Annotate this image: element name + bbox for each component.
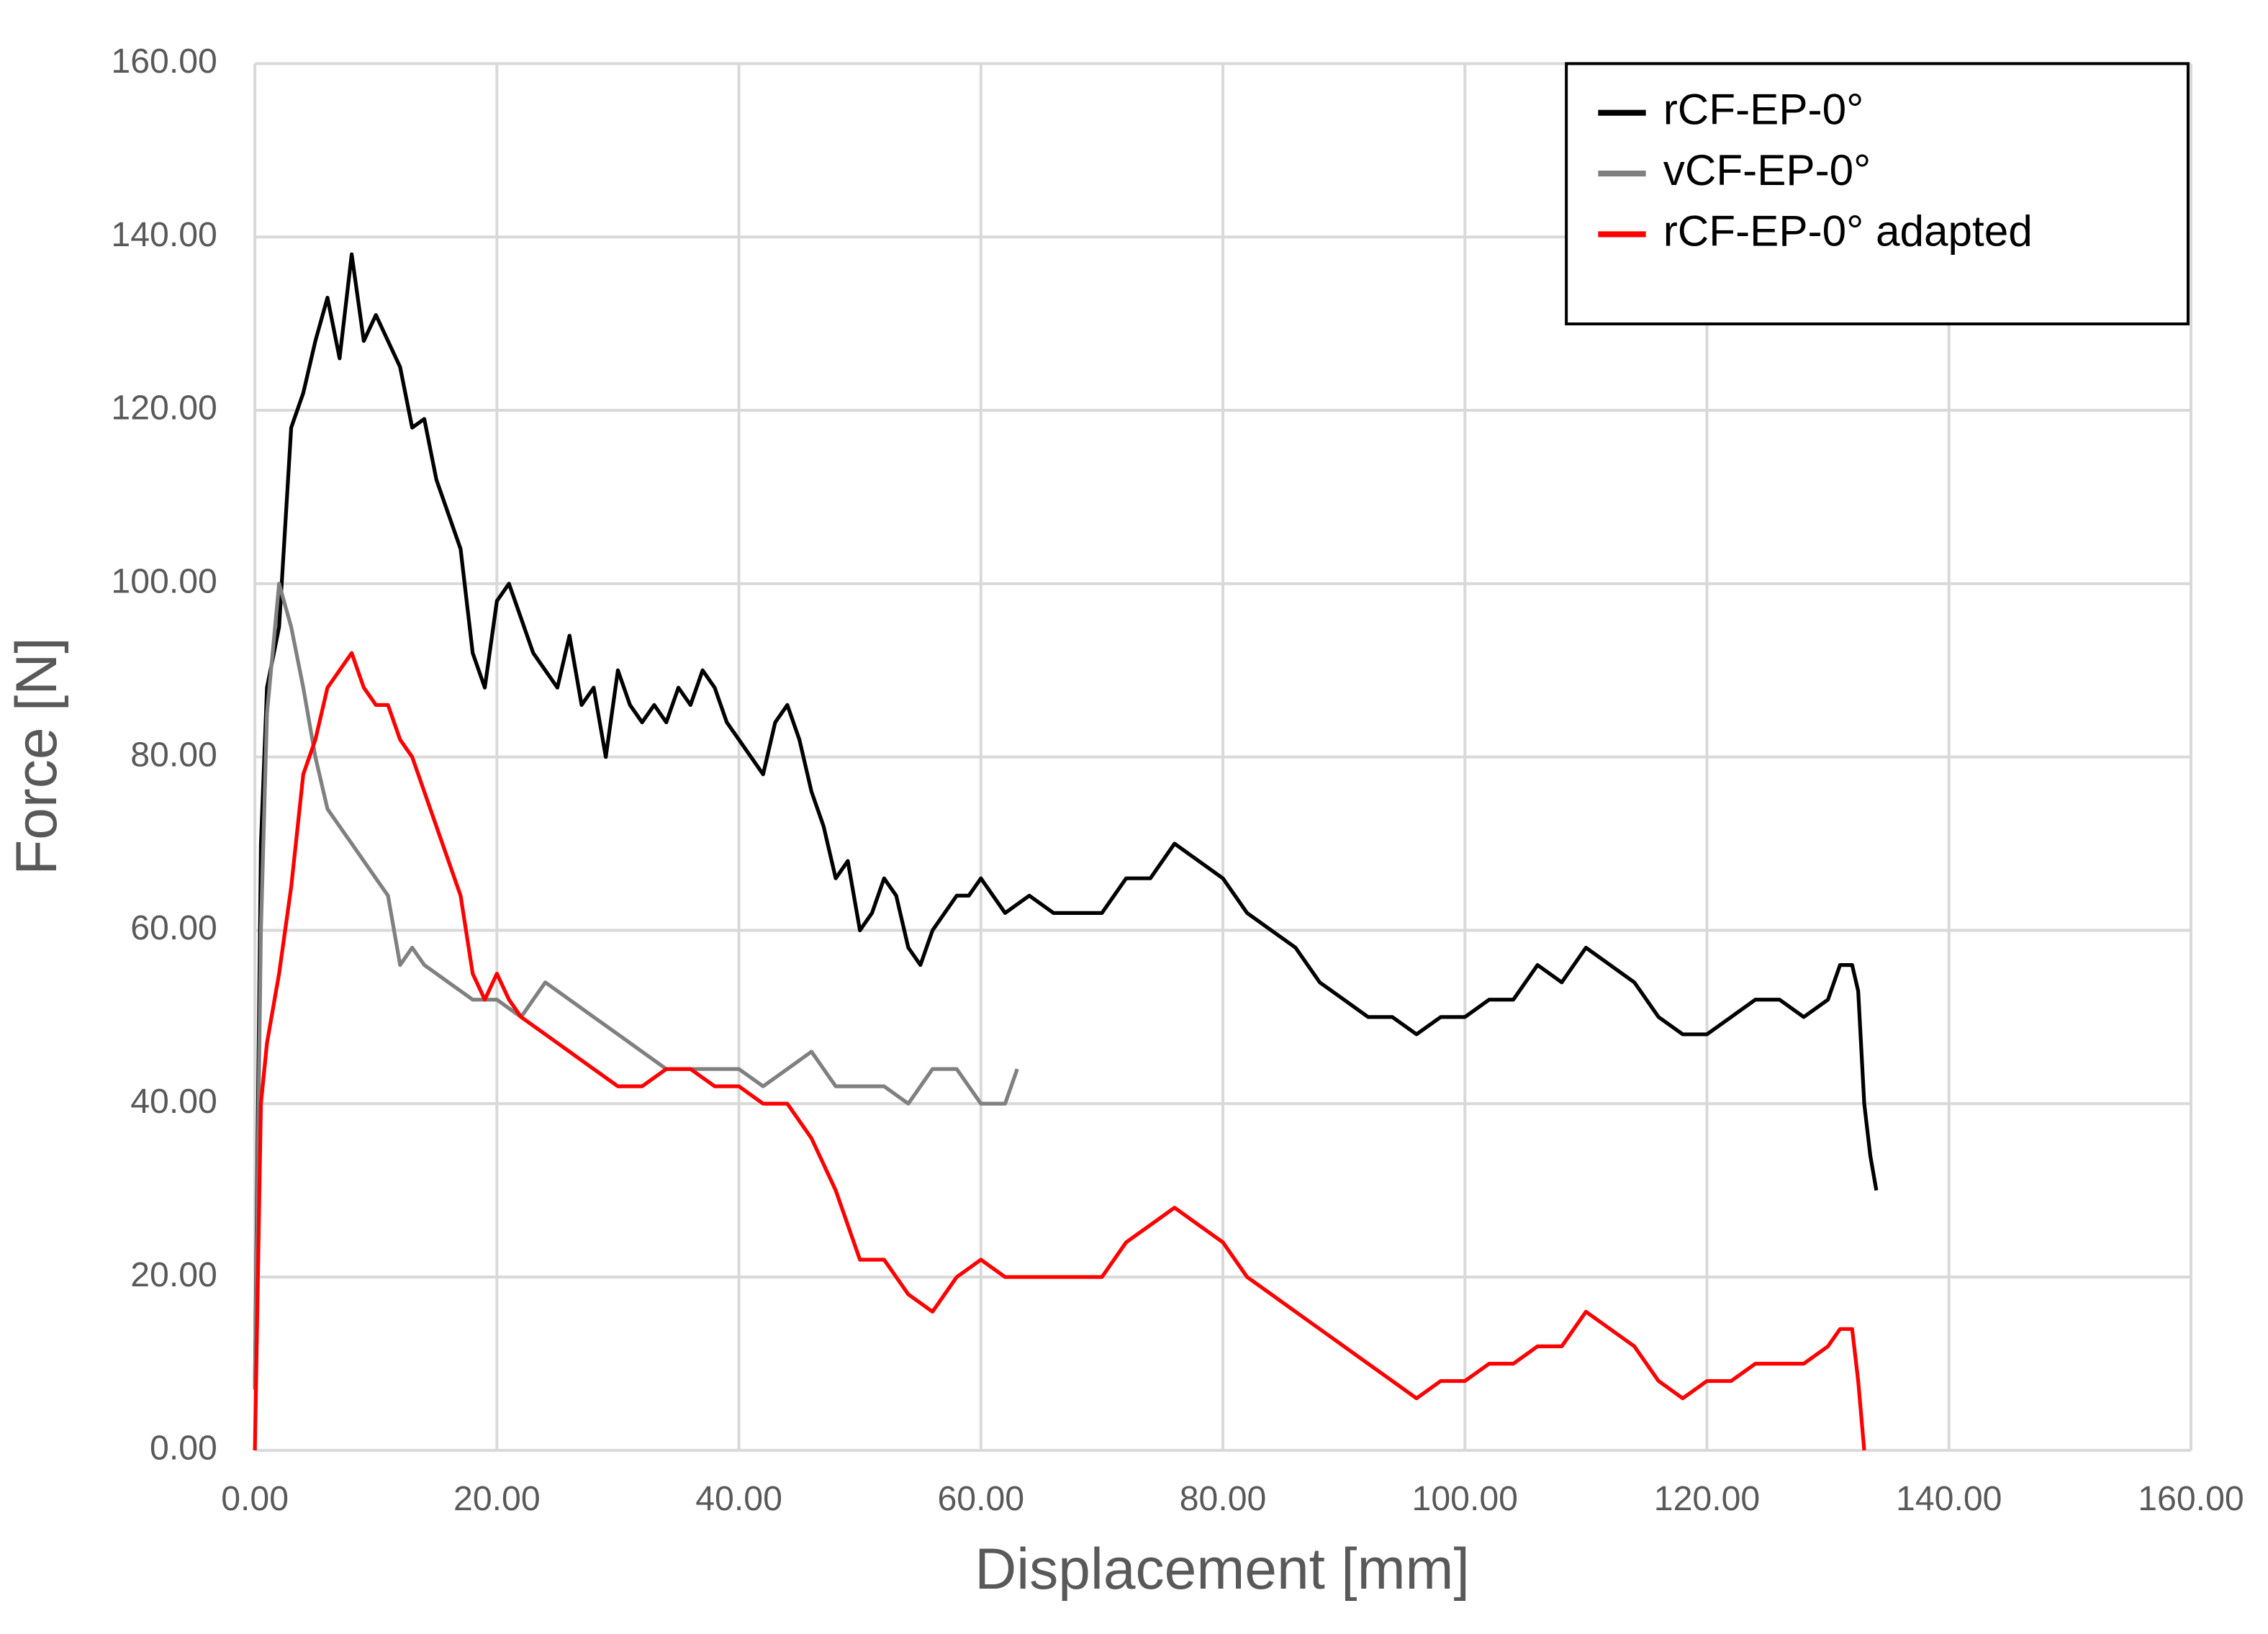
x-tick-label: 80.00 xyxy=(1180,1479,1267,1518)
legend-label: vCF-EP-0° xyxy=(1663,145,1871,194)
legend-box xyxy=(1565,62,2190,325)
y-tick-label: 60.00 xyxy=(130,908,217,947)
series-line xyxy=(253,651,1866,1451)
y-tick-label: 20.00 xyxy=(130,1255,217,1294)
y-tick-label: 120.00 xyxy=(111,389,217,428)
x-tick-label: 160.00 xyxy=(2138,1479,2244,1518)
x-tick-label: 0.00 xyxy=(221,1479,289,1518)
series-line xyxy=(253,582,1019,1390)
x-tick-label: 60.00 xyxy=(937,1479,1024,1518)
x-tick-label: 120.00 xyxy=(1654,1479,1760,1518)
x-tick-label: 40.00 xyxy=(695,1479,782,1518)
x-tick-label: 140.00 xyxy=(1896,1479,2002,1518)
x-axis-title: Displacement [mm] xyxy=(975,1537,1470,1602)
x-tick-label: 20.00 xyxy=(453,1479,541,1518)
series-line xyxy=(253,252,1879,1390)
x-tick-label: 100.00 xyxy=(1412,1479,1518,1518)
y-tick-label: 80.00 xyxy=(130,735,217,774)
y-tick-label: 40.00 xyxy=(130,1082,217,1121)
y-axis-title: Force [N] xyxy=(4,637,69,875)
y-tick-label: 140.00 xyxy=(111,215,217,254)
y-tick-label: 0.00 xyxy=(150,1429,217,1468)
y-tick-label: 100.00 xyxy=(111,562,217,601)
legend-label: rCF-EP-0° xyxy=(1663,85,1863,134)
legend-label: rCF-EP-0° adapted xyxy=(1663,206,2033,255)
y-tick-label: 160.00 xyxy=(111,42,217,81)
